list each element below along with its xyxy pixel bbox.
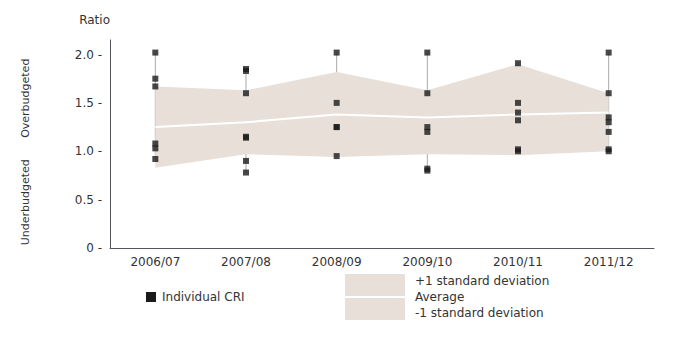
svg-text:1.0 -: 1.0 - (75, 144, 102, 158)
svg-text:Ratio: Ratio (79, 13, 110, 27)
svg-text:0 -: 0 - (86, 241, 102, 255)
svg-text:Average: Average (415, 290, 464, 304)
svg-text:2007/08: 2007/08 (221, 255, 271, 269)
svg-text:2009/10: 2009/10 (402, 255, 452, 269)
svg-text:2006/07: 2006/07 (130, 255, 180, 269)
svg-text:1.5 -: 1.5 - (75, 96, 102, 110)
svg-text:Overbudgeted: Overbudgeted (19, 59, 32, 138)
svg-text:2010/11: 2010/11 (493, 255, 543, 269)
svg-text:+1 standard deviation: +1 standard deviation (415, 274, 549, 288)
svg-text:2011/12: 2011/12 (584, 255, 634, 269)
svg-text:Individual CRI: Individual CRI (162, 290, 245, 304)
svg-text:0.5 -: 0.5 - (75, 193, 102, 207)
svg-text:2008/09: 2008/09 (312, 255, 362, 269)
svg-text:Underbudgeted: Underbudgeted (19, 159, 32, 245)
svg-text:-1 standard deviation: -1 standard deviation (415, 306, 544, 320)
svg-text:2.0 -: 2.0 - (75, 48, 102, 62)
